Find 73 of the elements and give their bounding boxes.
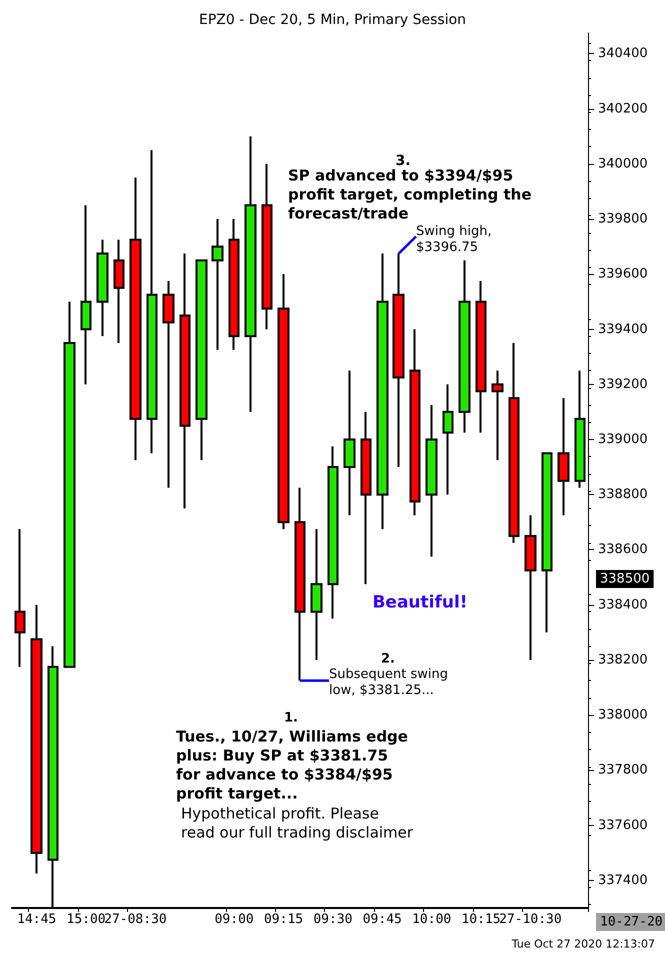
y-tick-label: 338200 [598, 652, 648, 668]
x-tick-label: 09:30 [313, 912, 352, 927]
candlestick [458, 259, 470, 434]
y-tick-label: 338000 [598, 708, 648, 723]
y-tick-label: 339400 [598, 322, 648, 337]
candlestick [542, 452, 552, 634]
x-tick-label: 10:15 [461, 912, 501, 927]
y-tick-label: 339200 [598, 376, 648, 392]
y-tick-label: 338600 [598, 542, 648, 558]
x-tick-label: 09:15 [264, 912, 304, 927]
candlestick [476, 280, 486, 434]
annotation: 3. [395, 153, 411, 169]
candlestick [64, 300, 76, 668]
candlestick [492, 370, 504, 462]
candlestick [360, 410, 372, 586]
annotation: Swing high, $3396.75 [416, 224, 492, 255]
annotation: 1. [284, 710, 298, 726]
candlestick [146, 149, 158, 454]
candlestick [228, 218, 240, 351]
x-tick-label: 27-10:30 [499, 912, 562, 927]
annotation: 2. [381, 652, 395, 666]
candlestick [212, 218, 224, 351]
annotation: Beautiful! [372, 592, 468, 612]
candlestick [574, 370, 586, 489]
y-tick-label: 340200 [598, 101, 648, 116]
y-tick-label: 338800 [598, 487, 648, 502]
y-tick-label: 339000 [598, 432, 648, 447]
candlestick [392, 252, 404, 468]
y-tick-label: 337600 [598, 818, 648, 833]
candlestick [244, 135, 256, 413]
y-tick-label: 339600 [598, 266, 648, 282]
candlestick [180, 252, 190, 510]
x-tick-label: 27-08:30 [104, 912, 167, 927]
candlestick [162, 280, 174, 489]
candlestick [294, 486, 306, 682]
y-tick-label: 339800 [598, 212, 648, 227]
candlestick [426, 404, 438, 558]
candlestick [558, 397, 570, 516]
annotation: Hypothetical profit. Please read our full trading disclaimer [181, 804, 414, 842]
candlestick [114, 238, 124, 344]
candlestick [410, 328, 420, 516]
x-tick-label: 09:45 [362, 912, 402, 927]
candlestick [130, 176, 142, 462]
candlestick [196, 259, 208, 462]
x-tick-label: 14:45 [17, 912, 56, 927]
y-tick-label: 340000 [598, 156, 648, 172]
candlestick [442, 383, 454, 496]
candlestick [14, 528, 26, 668]
y-tick-label: 340400 [598, 46, 648, 62]
x-tick-label: 09:00 [214, 912, 254, 927]
candlestick [524, 514, 536, 661]
candlestick [30, 604, 42, 875]
x-tick-label: 15:00 [66, 912, 106, 927]
candlestick [310, 528, 322, 661]
annotation: SP advanced to $3394/$95 profit target, completing the forecast/trade [288, 166, 532, 222]
y-tick-label: 337800 [598, 762, 648, 778]
y-tick-label: 337400 [598, 872, 648, 888]
text: 10-27-20 [600, 914, 663, 930]
y-tick-label: 338400 [598, 597, 648, 612]
candlestick [376, 252, 388, 530]
candlestick [262, 162, 272, 330]
candlestick [80, 204, 92, 386]
annotation: Tues., 10/27, Williams edge plus: Buy SP at $3381.75 for advance to $3384/$95 profit target... [176, 728, 408, 802]
chart-title: EPZ0 - Dec 20, 5 Min, Primary Session [198, 12, 466, 28]
x-tick-label: 10:00 [412, 912, 452, 927]
text: 338500 [600, 572, 650, 586]
candlestick [328, 445, 338, 620]
candlestick [96, 238, 108, 338]
candlestick [344, 370, 356, 516]
annotation: Subsequent swing low, $3381.25... [329, 667, 448, 698]
candlestick [508, 342, 520, 544]
candlestick [278, 273, 290, 530]
text: Tue Oct 27 2020 12:13:07 [510, 938, 656, 950]
